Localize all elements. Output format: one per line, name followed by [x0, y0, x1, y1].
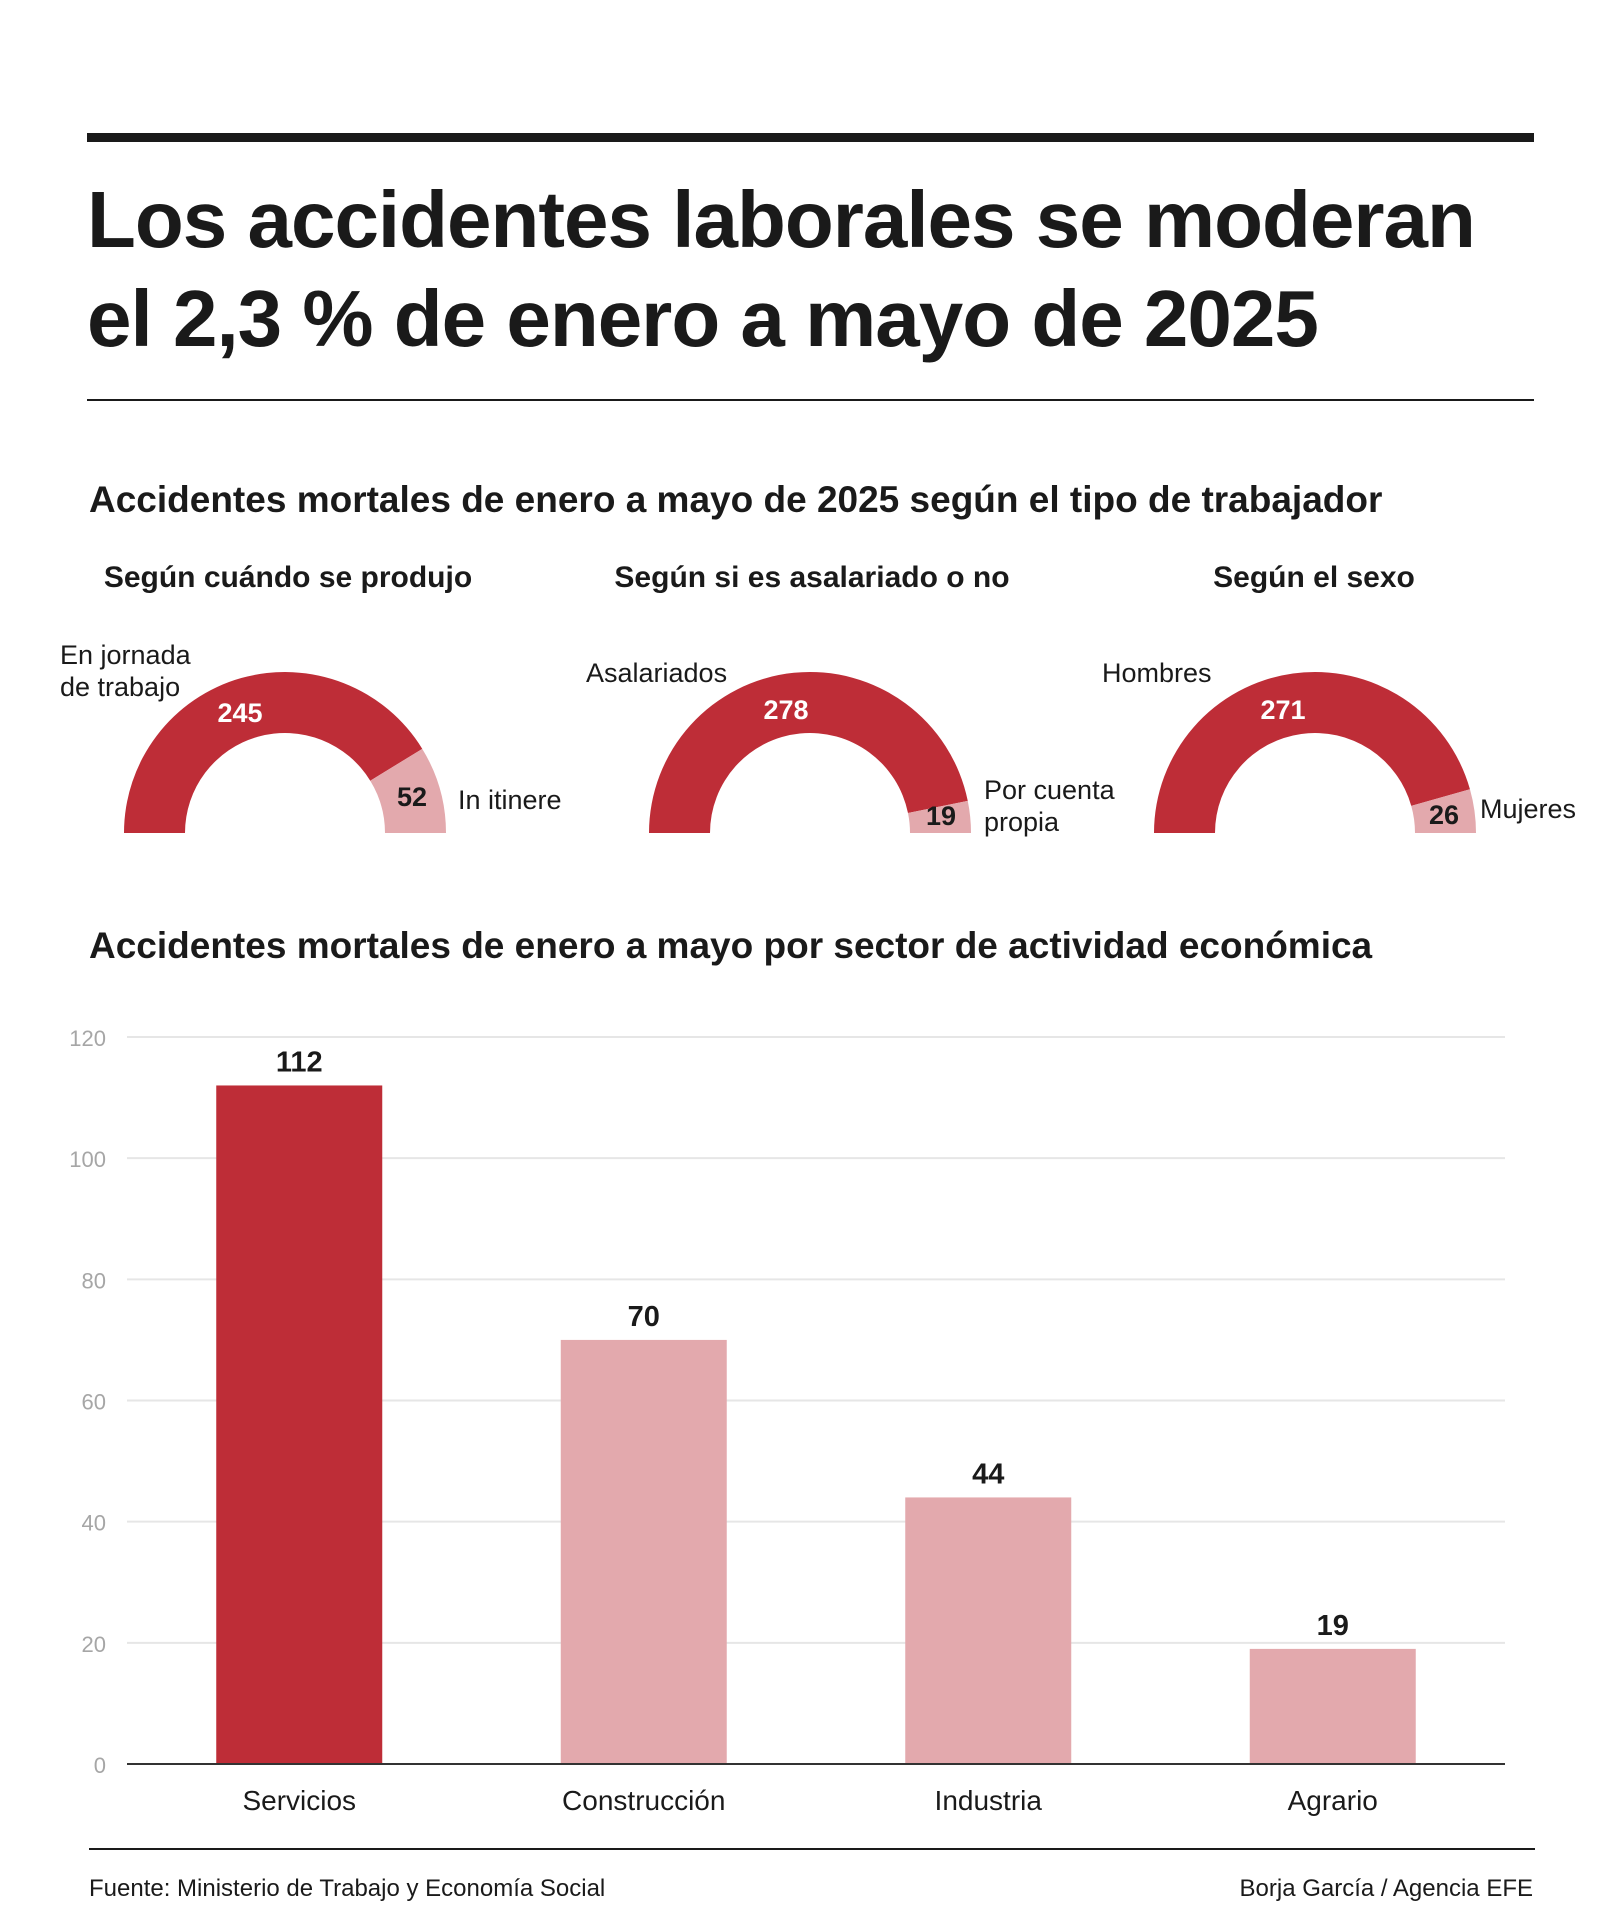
- y-tick-120: 120: [69, 1026, 106, 1051]
- y-tick-40: 40: [82, 1511, 106, 1536]
- y-tick-0: 0: [94, 1753, 106, 1778]
- donut-2-value-1: 278: [763, 695, 808, 725]
- y-tick-80: 80: [82, 1268, 106, 1293]
- donut-3-value-1: 271: [1260, 695, 1305, 725]
- section-title-sector: Accidentes mortales de enero a mayo por …: [89, 925, 1373, 966]
- donut-3-slice-2: [1411, 789, 1476, 833]
- donut-2-slice-1: [649, 671, 968, 833]
- donut-1-label-secondary: In itinere: [458, 785, 562, 815]
- page-title: Los accidentes laborales se moderan el 2…: [87, 170, 1567, 368]
- title-line-1: Los accidentes laborales se moderan: [87, 175, 1476, 264]
- bar-2: [560, 1339, 727, 1764]
- donut-3-label-primary: Hombres: [1102, 658, 1212, 688]
- bar-3: [905, 1497, 1072, 1764]
- donut-2-title: Según si es asalariado o no: [614, 561, 1010, 594]
- y-tick-100: 100: [69, 1147, 106, 1172]
- donut-2-label-primary: Asalariados: [586, 658, 728, 688]
- donut-1-slice-1: [124, 672, 423, 833]
- donut-1-slice-2: [370, 748, 446, 833]
- donut-1-label-primary: En jornada de trabajo: [60, 640, 191, 702]
- x-tick-label-4: Agrario: [1288, 1785, 1378, 1816]
- y-tick-20: 20: [82, 1632, 106, 1657]
- bar-value-label-4: 19: [1317, 1610, 1349, 1642]
- bar-value-label-3: 44: [972, 1458, 1004, 1490]
- x-tick-label-2: Construcción: [562, 1785, 725, 1816]
- donut-3-slice-1: [1154, 672, 1470, 833]
- y-tick-60: 60: [82, 1390, 106, 1415]
- donut-1-value-2: 52: [397, 782, 427, 812]
- donut-2-label-secondary: Por cuenta propia: [984, 775, 1115, 837]
- x-tick-label-3: Industria: [935, 1785, 1043, 1816]
- title-rule: [87, 399, 1534, 401]
- donut-1-value-1: 245: [217, 698, 262, 728]
- footer-rule: [89, 1848, 1535, 1850]
- bar-value-label-1: 112: [276, 1046, 323, 1078]
- donut-3-title: Según el sexo: [1213, 561, 1415, 594]
- top-rule: [87, 133, 1534, 142]
- bar-4: [1249, 1648, 1416, 1764]
- section-title-worker-type: Accidentes mortales de enero a mayo de 2…: [89, 479, 1383, 520]
- donut-3-label-secondary: Mujeres: [1480, 794, 1577, 824]
- footer-source: Fuente: Ministerio de Trabajo y Economía…: [89, 1875, 606, 1902]
- donut-2-slice-2: [907, 800, 971, 833]
- donut-1-title: Según cuándo se produjo: [103, 561, 473, 594]
- footer-credit: Borja García / Agencia EFE: [1239, 1875, 1533, 1902]
- donut-3-value-2: 26: [1429, 800, 1459, 830]
- x-tick-label-1: Servicios: [242, 1785, 356, 1816]
- donut-2-value-2: 19: [926, 801, 956, 831]
- bar-value-label-2: 70: [628, 1301, 660, 1333]
- bar-1: [216, 1085, 383, 1764]
- title-line-2: el 2,3 % de enero a mayo de 2025: [87, 274, 1319, 363]
